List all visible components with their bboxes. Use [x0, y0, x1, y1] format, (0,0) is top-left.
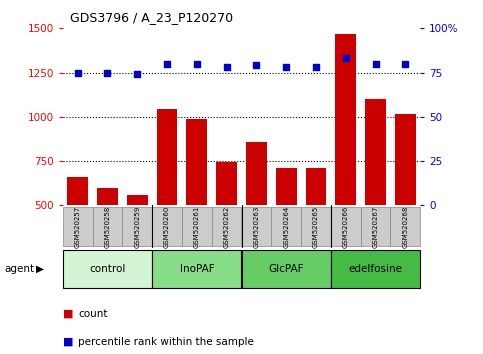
Text: count: count — [78, 309, 108, 319]
Bar — [331, 250, 420, 288]
Point — [223, 64, 230, 70]
Bar — [182, 207, 212, 246]
Text: ■: ■ — [63, 309, 77, 319]
Bar — [152, 207, 182, 246]
Text: GSM520257: GSM520257 — [75, 205, 81, 248]
Bar — [186, 120, 207, 294]
Bar — [152, 250, 242, 288]
Text: GDS3796 / A_23_P120270: GDS3796 / A_23_P120270 — [70, 11, 233, 24]
Text: GSM520266: GSM520266 — [343, 205, 349, 248]
Text: GSM520258: GSM520258 — [104, 205, 111, 248]
Point — [193, 61, 201, 67]
Text: GSM520265: GSM520265 — [313, 205, 319, 248]
Text: edelfosine: edelfosine — [349, 264, 402, 274]
Bar — [156, 109, 177, 294]
Text: ■: ■ — [63, 337, 77, 347]
Point — [342, 56, 350, 61]
Point — [282, 64, 290, 70]
Point — [163, 61, 171, 67]
Bar — [93, 207, 122, 246]
Bar — [97, 188, 118, 294]
Bar — [335, 34, 356, 294]
Text: GSM520263: GSM520263 — [254, 205, 259, 248]
Bar — [276, 168, 297, 294]
Point — [253, 63, 260, 68]
Bar — [395, 114, 416, 294]
Bar — [271, 207, 301, 246]
Bar — [67, 177, 88, 294]
Bar — [365, 99, 386, 294]
Bar — [122, 207, 152, 246]
Text: agent: agent — [5, 264, 35, 274]
Text: ▶: ▶ — [36, 264, 44, 274]
Text: GSM520262: GSM520262 — [224, 205, 229, 248]
Bar — [63, 207, 93, 246]
Text: GSM520268: GSM520268 — [402, 205, 408, 248]
Point — [401, 61, 409, 67]
Bar — [361, 207, 390, 246]
Point — [133, 72, 141, 77]
Text: InoPAF: InoPAF — [180, 264, 214, 274]
Text: GSM520261: GSM520261 — [194, 205, 200, 248]
Point — [104, 70, 112, 75]
Text: control: control — [89, 264, 126, 274]
Text: percentile rank within the sample: percentile rank within the sample — [78, 337, 254, 347]
Bar — [127, 195, 148, 294]
Point — [372, 61, 380, 67]
Bar — [63, 250, 152, 288]
Bar — [242, 250, 331, 288]
Point — [74, 70, 82, 75]
Text: GSM520259: GSM520259 — [134, 205, 140, 248]
Bar — [216, 162, 237, 294]
Text: GSM520264: GSM520264 — [283, 205, 289, 248]
Bar — [301, 207, 331, 246]
Bar — [331, 207, 361, 246]
Text: GSM520260: GSM520260 — [164, 205, 170, 248]
Text: GlcPAF: GlcPAF — [269, 264, 304, 274]
Bar — [242, 207, 271, 246]
Point — [312, 64, 320, 70]
Bar — [306, 168, 327, 294]
Bar — [212, 207, 242, 246]
Bar — [246, 142, 267, 294]
Bar — [390, 207, 420, 246]
Text: GSM520267: GSM520267 — [372, 205, 379, 248]
